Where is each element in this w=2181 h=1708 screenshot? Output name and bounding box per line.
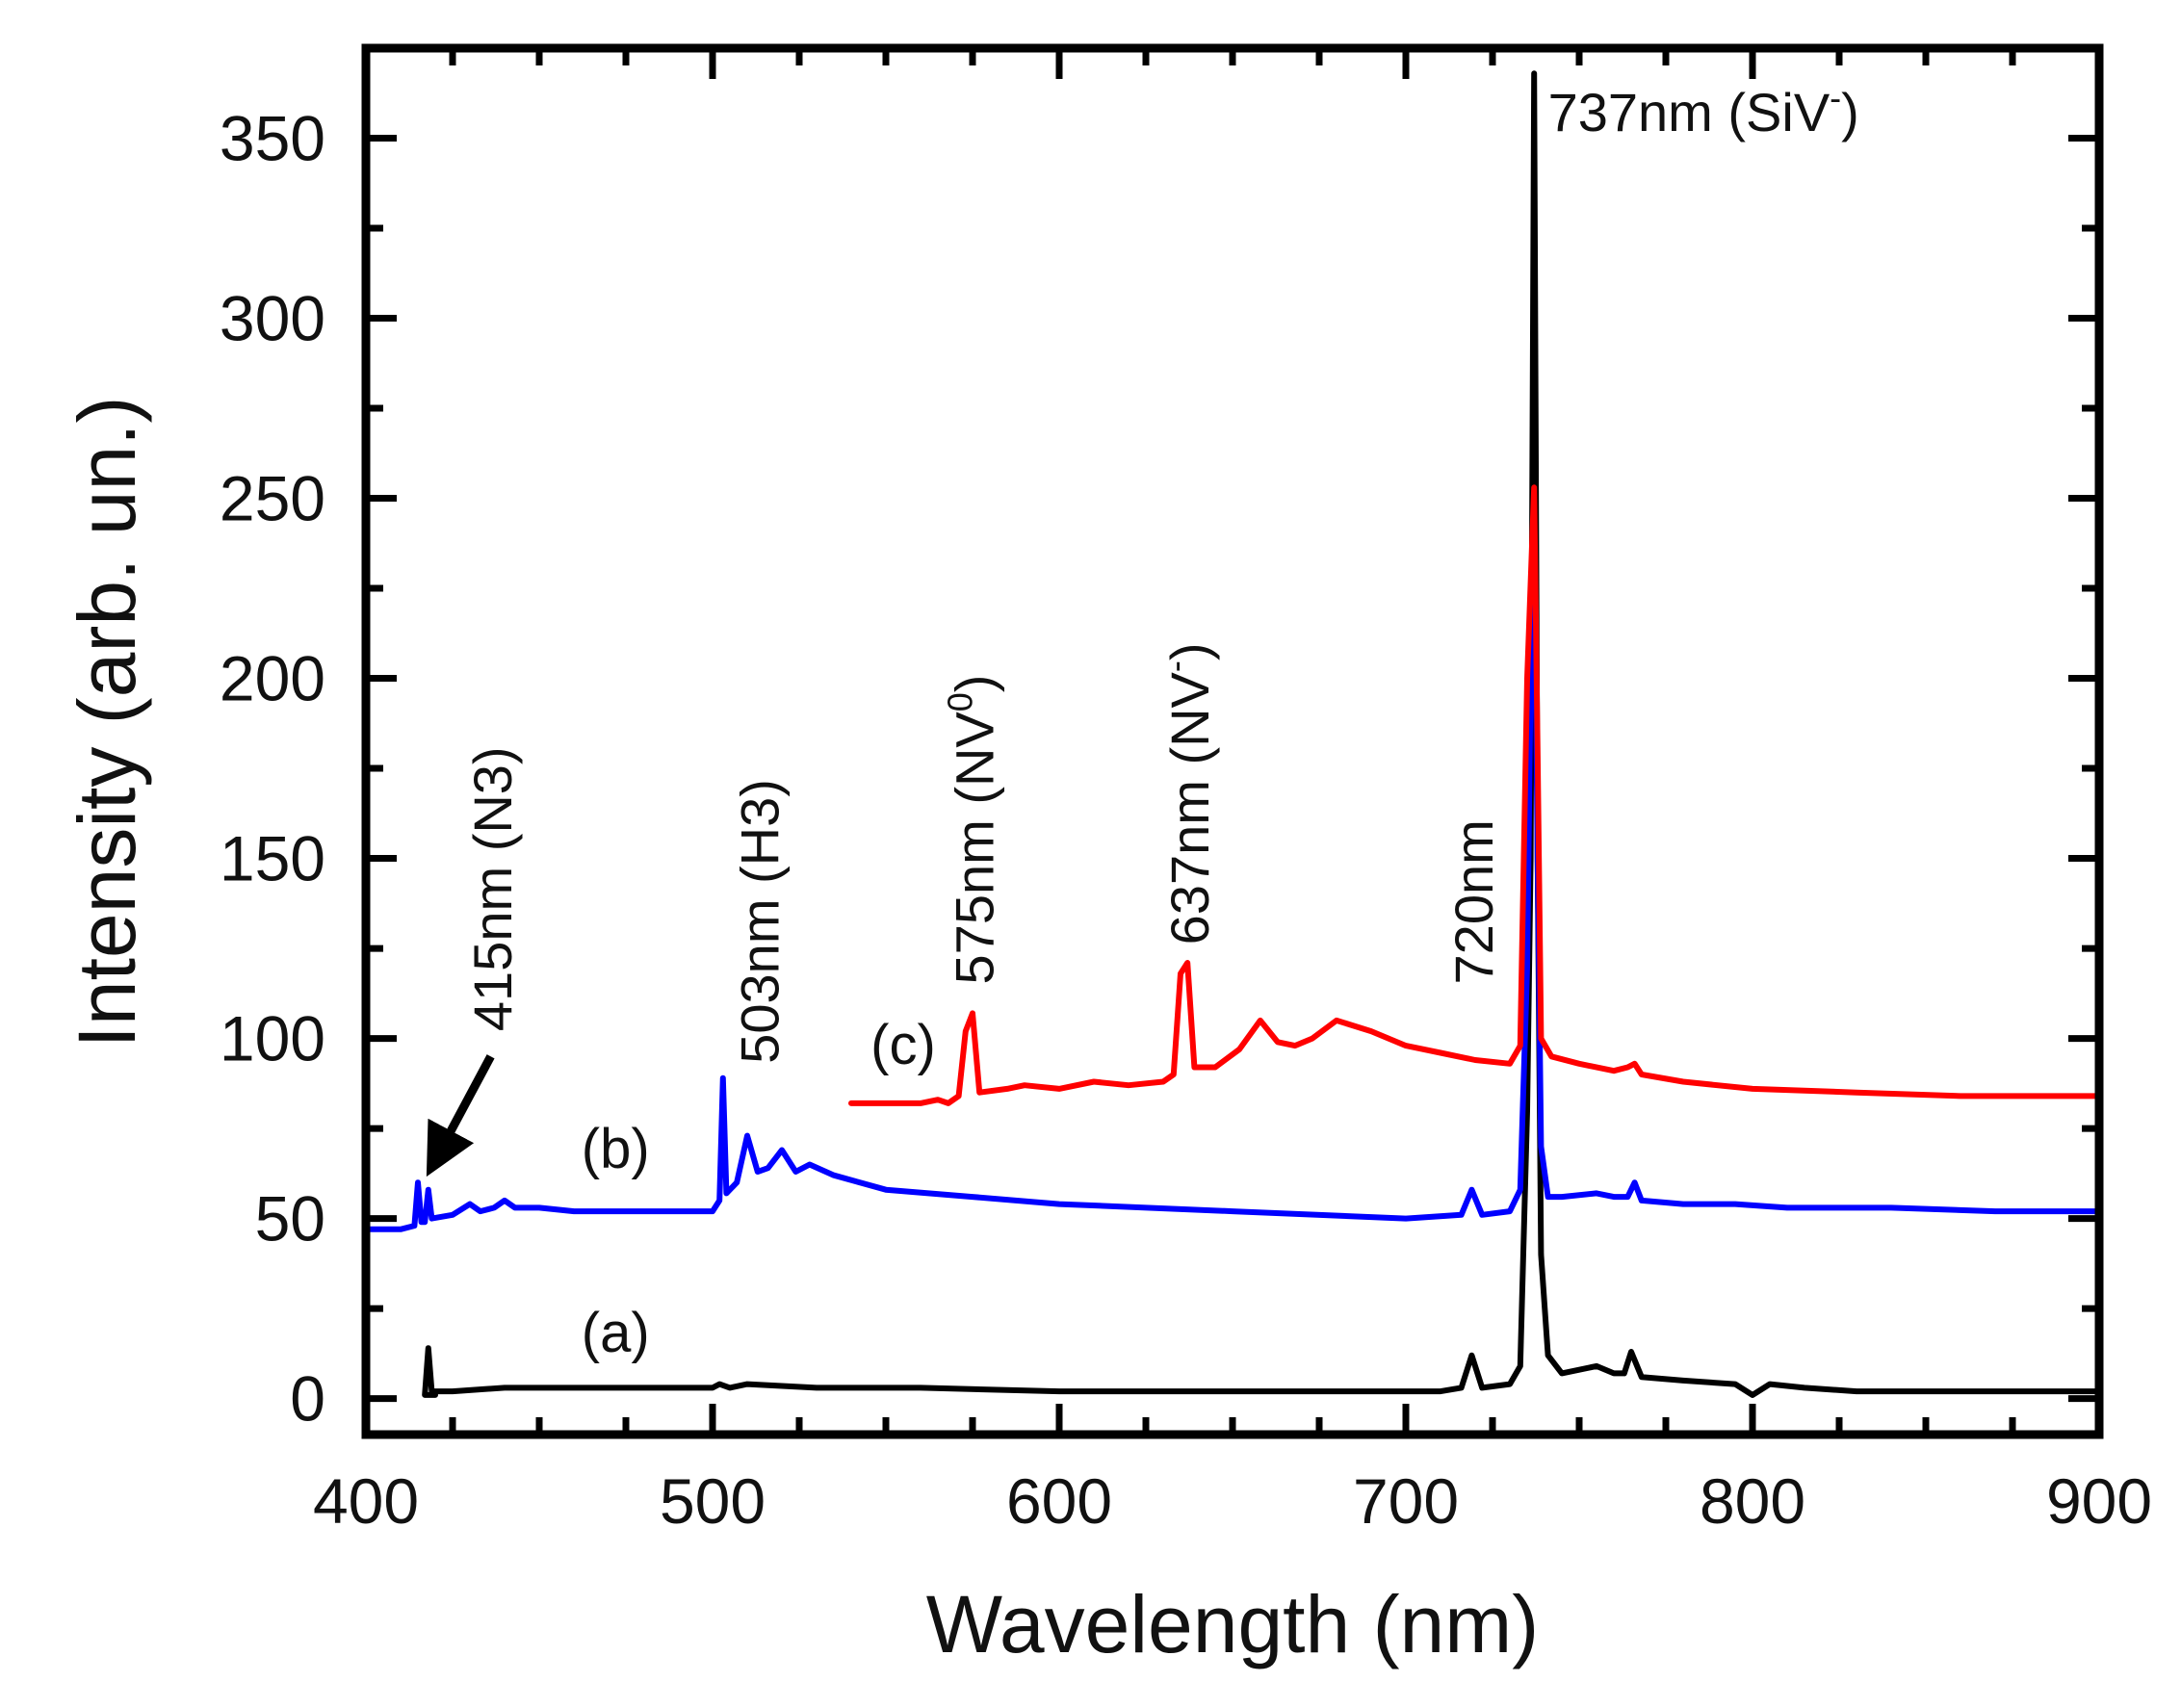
series-line-a	[422, 70, 2102, 1398]
peak-annotation: 415nm (N3)	[462, 746, 523, 1031]
y-tick-label: 300	[220, 283, 325, 354]
y-tick-label: 200	[220, 643, 325, 714]
peak-annotation: 575nm (NV0)	[941, 675, 1005, 985]
y-tick-label: 350	[220, 103, 325, 174]
y-tick-label: 0	[290, 1363, 325, 1435]
peak-annotation: 720nm	[1443, 819, 1504, 984]
x-tick-label: 400	[313, 1465, 419, 1537]
x-tick-label: 900	[2046, 1465, 2152, 1537]
series-label: (a)	[582, 1302, 650, 1364]
x-tick-label: 700	[1353, 1465, 1459, 1537]
series-line-b	[363, 513, 2102, 1232]
labels-layer: (a) (b) (c) 415nm (N3) 503nm (H3) 575nm (NV0)…	[426, 78, 1859, 1364]
series-label: (b)	[582, 1118, 650, 1180]
arrow-415nm	[426, 1054, 495, 1177]
x-tick-label: 500	[660, 1465, 766, 1537]
peak-annotation: 503nm (H3)	[729, 779, 790, 1064]
peak-annotation: 637nm (NV-)	[1155, 642, 1220, 945]
plot-frame	[361, 43, 2104, 1439]
x-tick-label: 600	[1006, 1465, 1112, 1537]
peak-annotation: 737nm (SiV-)	[1548, 78, 1859, 142]
ticks-layer: 400 500 600 700 800 900 0 50 100 150 200 250 300 350	[220, 44, 2152, 1537]
y-tick-label: 100	[220, 1003, 325, 1074]
y-tick-label: 150	[220, 823, 325, 894]
x-tick-label: 800	[1700, 1465, 1805, 1537]
y-tick-label: 250	[220, 463, 325, 534]
x-axis-title: Wavelength (nm)	[926, 1579, 1539, 1669]
series-line-c	[848, 484, 2102, 1106]
series-label: (c)	[870, 1014, 936, 1076]
curves-layer	[363, 70, 2102, 1398]
y-axis-title: Intensity (arb. un.)	[62, 397, 152, 1048]
y-tick-label: 50	[255, 1183, 325, 1255]
